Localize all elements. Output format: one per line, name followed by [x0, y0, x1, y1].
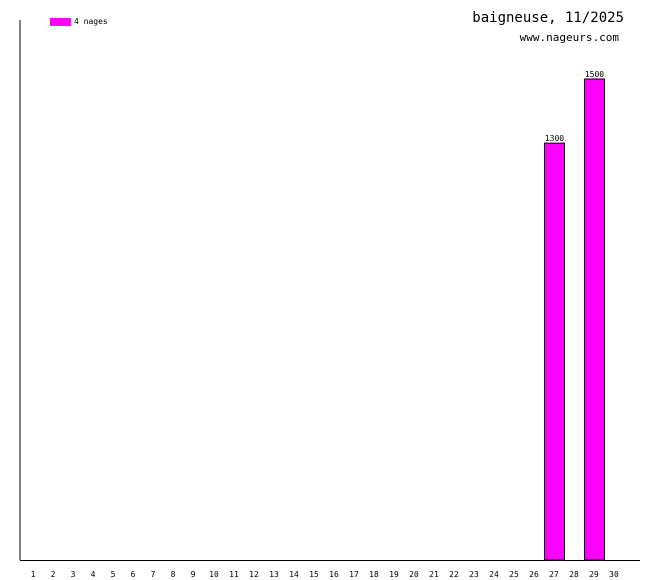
x-tick-label: 22: [449, 570, 459, 579]
x-tick-label: 25: [509, 570, 519, 579]
x-tick-label: 24: [489, 570, 499, 579]
bar: [544, 142, 565, 561]
x-tick-label: 7: [151, 570, 156, 579]
bar: [584, 78, 605, 561]
bar-data-label: 1500: [585, 70, 604, 79]
site-url: www.nageurs.com: [519, 31, 619, 44]
x-tick-label: 28: [569, 570, 579, 579]
x-tick-label: 11: [229, 570, 239, 579]
x-tick-label: 23: [469, 570, 479, 579]
legend-label: 4 nages: [74, 17, 108, 26]
x-tick-label: 26: [529, 570, 539, 579]
x-tick-label: 12: [249, 570, 259, 579]
x-tick-label: 16: [329, 570, 339, 579]
x-tick-label: 6: [131, 570, 136, 579]
x-tick-label: 2: [51, 570, 56, 579]
x-tick-label: 3: [71, 570, 76, 579]
x-tick-label: 30: [609, 570, 619, 579]
x-tick-label: 29: [589, 570, 599, 579]
legend-swatch: [50, 17, 71, 26]
x-tick-label: 9: [191, 570, 196, 579]
chart-title: baigneuse, 11/2025: [472, 10, 624, 26]
x-tick-label: 8: [171, 570, 176, 579]
x-tick-label: 18: [369, 570, 379, 579]
x-tick-label: 19: [389, 570, 399, 579]
x-tick-label: 27: [549, 570, 559, 579]
x-tick-label: 1: [31, 570, 36, 579]
x-tick-label: 21: [429, 570, 439, 579]
x-tick-label: 20: [409, 570, 419, 579]
x-tick-label: 17: [349, 570, 359, 579]
x-tick-label: 4: [91, 570, 96, 579]
x-tick-label: 5: [111, 570, 116, 579]
bar-data-label: 1300: [545, 134, 564, 143]
x-tick-label: 10: [209, 570, 219, 579]
x-tick-label: 14: [289, 570, 299, 579]
x-tick-label: 13: [269, 570, 279, 579]
legend: 4 nages: [50, 17, 108, 26]
x-tick-label: 15: [309, 570, 319, 579]
